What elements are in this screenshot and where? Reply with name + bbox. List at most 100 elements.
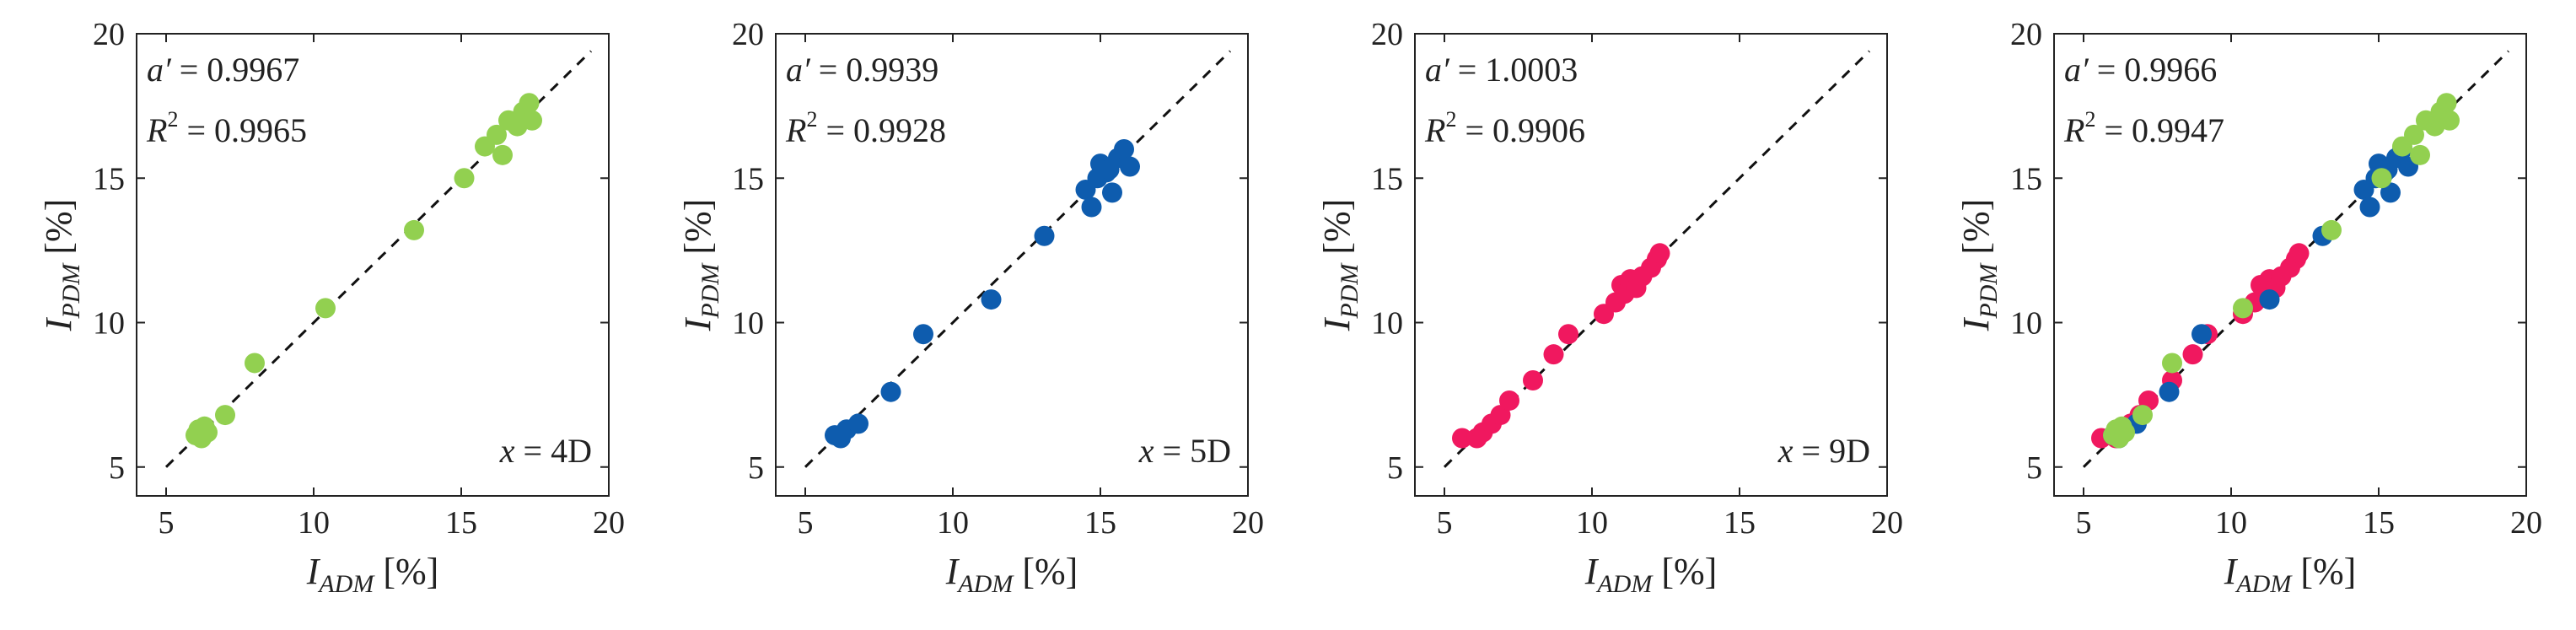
y-axis-unit: [%] [38,199,79,264]
data-point [2191,324,2212,345]
y-axis-subscript: PDM [57,262,85,320]
r-squared-symbol: R [1424,111,1445,149]
plot-area [2053,33,2527,497]
y-axis-symbol: I [677,316,718,331]
r-squared-symbol: R [146,111,167,149]
x-tick-label: 5 [1437,505,1453,541]
data-point [1649,243,1670,264]
a-prime-value: = 0.9966 [2089,51,2218,89]
y-axis-subscript: PDM [1336,262,1363,320]
data-point [197,422,218,443]
r-squared-superscript: 2 [1445,107,1456,132]
data-point [2371,168,2392,189]
position-annotation: x = 5D [1138,432,1231,470]
r-squared-value: = 0.9928 [817,111,946,149]
x-tick-label: 20 [1871,505,1903,541]
series-x4d [2103,93,2460,449]
x-axis-symbol: I [945,551,960,592]
x-axis-label: IADM [%] [945,551,1078,598]
r-squared-superscript: 2 [806,107,817,132]
y-tick-label: 5 [109,450,125,486]
data-point [2439,110,2460,131]
r-squared-annotation: R2 = 0.9947 [2063,107,2224,149]
x-axis-symbol: I [1584,551,1600,592]
a-prime-annotation: a′ = 1.0003 [1425,51,1578,89]
x-axis-subscript: ADM [2235,570,2293,598]
r-squared-superscript: 2 [167,107,178,132]
x-tick-label: 10 [1576,505,1608,541]
a-prime-symbol: a′ [1425,51,1450,89]
data-point [454,168,475,189]
data-point [1490,405,1511,426]
y-axis-symbol: I [1316,316,1358,331]
y-tick-label: 20 [732,17,764,52]
x-axis-symbol: I [2224,551,2239,592]
y-axis-unit: [%] [1316,199,1358,264]
y-tick-label: 15 [1371,161,1403,197]
a-prime-value: = 1.0003 [1449,51,1578,89]
x-tick-label: 5 [2076,505,2092,541]
x-tick-label: 20 [2510,505,2542,541]
a-prime-symbol: a′ [147,51,172,89]
y-tick-label: 10 [2010,306,2042,342]
data-point [2182,344,2203,365]
data-point [1081,197,1102,218]
position-symbol: x [1138,432,1154,470]
data-point [1114,139,1134,159]
x-tick-label: 15 [2363,505,2395,541]
data-point [2321,219,2342,240]
data-point [215,405,235,426]
data-point [1099,159,1120,180]
x-axis-label: IADM [%] [306,551,439,598]
y-tick-label: 15 [2010,161,2042,197]
r-squared-value: = 0.9906 [1456,111,1585,149]
x-tick-label: 10 [298,505,330,541]
y-tick-label: 15 [732,161,764,197]
y-axis-label: IPDM [%] [677,199,724,332]
a-prime-symbol: a′ [2064,51,2089,89]
data-point [2159,381,2180,402]
y-axis-label: IPDM [%] [1316,199,1363,332]
x-tick-label: 10 [937,505,969,541]
x-axis-subscript: ADM [1595,570,1654,598]
reference-line-y-equals-x [164,50,593,468]
x-axis-symbol: I [306,551,321,592]
y-tick-label: 10 [732,306,764,342]
position-symbol: x [499,432,515,470]
y-axis-unit: [%] [1955,199,1997,264]
data-point [913,324,933,345]
x-axis-unit: [%] [1652,551,1717,592]
data-point [1034,225,1055,246]
data-point [492,144,513,165]
plot-area [136,33,610,497]
data-point [2410,144,2430,165]
a-prime-annotation: a′ = 0.9967 [147,51,299,89]
data-point [2115,422,2135,443]
data-point [1120,156,1140,177]
y-axis-subscript: PDM [696,262,724,320]
y-tick-label: 10 [1371,306,1403,342]
data-point [2233,298,2253,319]
y-axis-label: IPDM [%] [1955,199,2003,332]
data-point [2404,124,2424,145]
x-axis-subscript: ADM [317,570,375,598]
a-prime-symbol: a′ [786,51,811,89]
y-tick-label: 20 [2010,17,2042,52]
y-tick-label: 5 [1387,450,1403,486]
series-x5d [825,139,1140,449]
position-symbol: x [1777,432,1794,470]
reference-line-y-equals-x [804,50,1232,468]
x-axis-unit: [%] [2291,551,2356,592]
plot-area [1414,33,1888,497]
a-prime-value: = 0.9967 [171,51,300,89]
r-squared-symbol: R [2063,111,2084,149]
data-point [1558,324,1578,345]
series-x4d [186,93,542,449]
x-axis-label: IADM [%] [2224,551,2357,598]
y-axis-label: IPDM [%] [38,199,85,332]
